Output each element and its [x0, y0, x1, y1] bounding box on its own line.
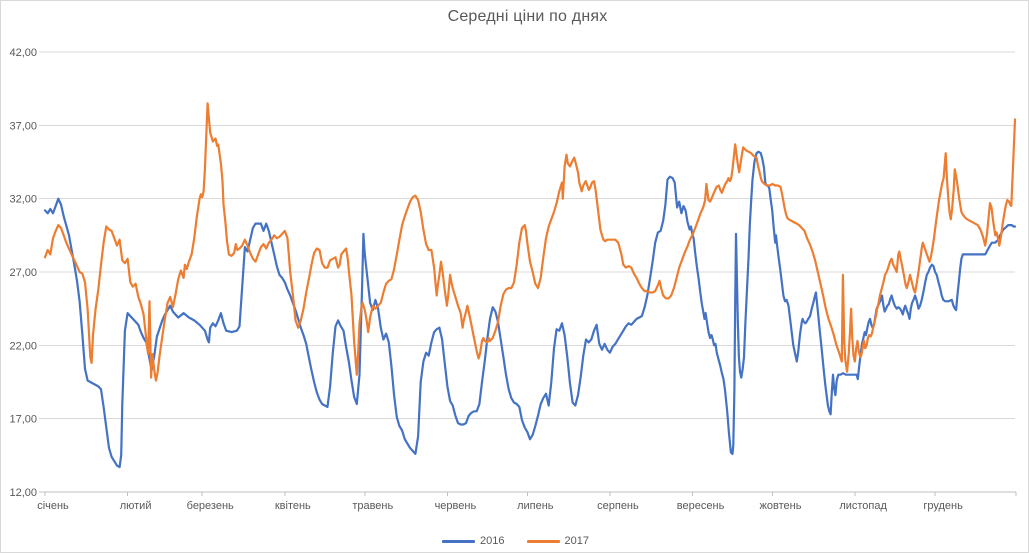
y-tick-label: 37,00 — [9, 120, 37, 132]
x-tick-label: серпень — [597, 500, 639, 512]
y-tick-label: 27,00 — [9, 267, 37, 279]
legend-item-2017: 2017 — [526, 535, 589, 547]
y-tick-label: 22,00 — [9, 340, 37, 352]
chart-title: Середні ціни по днях — [447, 8, 608, 25]
x-tick-label: травень — [352, 500, 393, 512]
x-tick-label: квітень — [275, 500, 311, 512]
legend-label-2016: 2016 — [480, 535, 505, 547]
series-2017-line — [43, 102, 1017, 382]
y-tick-label: 42,00 — [9, 47, 37, 59]
x-tick-label: січень — [37, 500, 69, 512]
y-tick-label: 12,00 — [9, 487, 37, 499]
x-tick-label: липень — [517, 500, 554, 512]
x-tick-label: березень — [187, 500, 234, 512]
y-tick-label: 17,00 — [9, 414, 37, 426]
x-tick-label: вересень — [677, 500, 725, 512]
series-2016-line — [43, 150, 1017, 469]
x-tick-label: жовтень — [760, 500, 802, 512]
legend-line-swatch-2017 — [526, 539, 560, 543]
x-tick-label: грудень — [923, 500, 963, 512]
legend-label-2017: 2017 — [564, 535, 589, 547]
legend-item-2016: 2016 — [442, 535, 505, 547]
legend: 2016 2017 — [1, 535, 1028, 547]
legend-line-swatch-2016 — [442, 539, 476, 543]
x-tick-label: листопад — [839, 500, 887, 512]
x-tick-label: червень — [435, 500, 477, 512]
x-tick-label: лютий — [120, 500, 152, 512]
y-tick-label: 32,00 — [9, 194, 37, 206]
